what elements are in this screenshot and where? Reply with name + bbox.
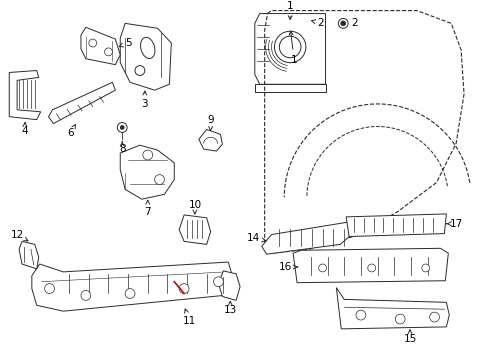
Polygon shape — [254, 84, 325, 92]
Circle shape — [213, 277, 223, 287]
Circle shape — [338, 18, 347, 28]
Text: 3: 3 — [141, 91, 148, 109]
Text: 1: 1 — [288, 31, 297, 65]
Polygon shape — [336, 288, 448, 329]
Polygon shape — [120, 145, 174, 199]
Circle shape — [421, 264, 429, 272]
Circle shape — [429, 312, 439, 322]
Text: 2: 2 — [311, 18, 323, 28]
Circle shape — [104, 48, 112, 56]
Circle shape — [394, 314, 404, 324]
Polygon shape — [9, 71, 41, 120]
Circle shape — [81, 291, 91, 300]
Circle shape — [142, 150, 152, 160]
Polygon shape — [81, 27, 120, 65]
Circle shape — [154, 175, 164, 184]
Ellipse shape — [279, 36, 301, 58]
Text: 13: 13 — [223, 301, 236, 315]
Circle shape — [125, 289, 135, 298]
Polygon shape — [32, 262, 233, 311]
Text: 12: 12 — [10, 230, 28, 241]
Polygon shape — [292, 248, 447, 283]
Polygon shape — [19, 242, 39, 269]
Text: 7: 7 — [144, 200, 151, 217]
Circle shape — [179, 284, 189, 293]
Text: 10: 10 — [188, 200, 201, 214]
Circle shape — [367, 264, 375, 272]
Text: 5: 5 — [119, 38, 131, 48]
Polygon shape — [179, 215, 210, 244]
Text: 2: 2 — [351, 18, 358, 28]
Text: 11: 11 — [182, 309, 195, 326]
Polygon shape — [120, 23, 171, 90]
Text: 6: 6 — [67, 125, 75, 138]
Circle shape — [355, 310, 365, 320]
Text: 8: 8 — [119, 141, 125, 154]
Circle shape — [120, 126, 124, 130]
Ellipse shape — [274, 31, 305, 63]
Circle shape — [117, 123, 127, 132]
Polygon shape — [199, 130, 222, 151]
Circle shape — [135, 66, 144, 76]
Text: 15: 15 — [403, 330, 416, 344]
Text: 9: 9 — [207, 114, 213, 131]
Circle shape — [44, 284, 54, 293]
Circle shape — [89, 39, 97, 47]
Text: 1: 1 — [286, 1, 293, 19]
Polygon shape — [48, 82, 115, 123]
Text: 17: 17 — [446, 219, 462, 229]
Text: 16: 16 — [278, 262, 297, 272]
Ellipse shape — [140, 37, 155, 59]
Polygon shape — [261, 222, 354, 254]
Circle shape — [340, 21, 345, 26]
Text: 4: 4 — [21, 123, 28, 136]
Text: 14: 14 — [247, 234, 265, 243]
Polygon shape — [346, 214, 446, 237]
Polygon shape — [254, 14, 325, 84]
Polygon shape — [218, 271, 240, 300]
Circle shape — [318, 264, 326, 272]
